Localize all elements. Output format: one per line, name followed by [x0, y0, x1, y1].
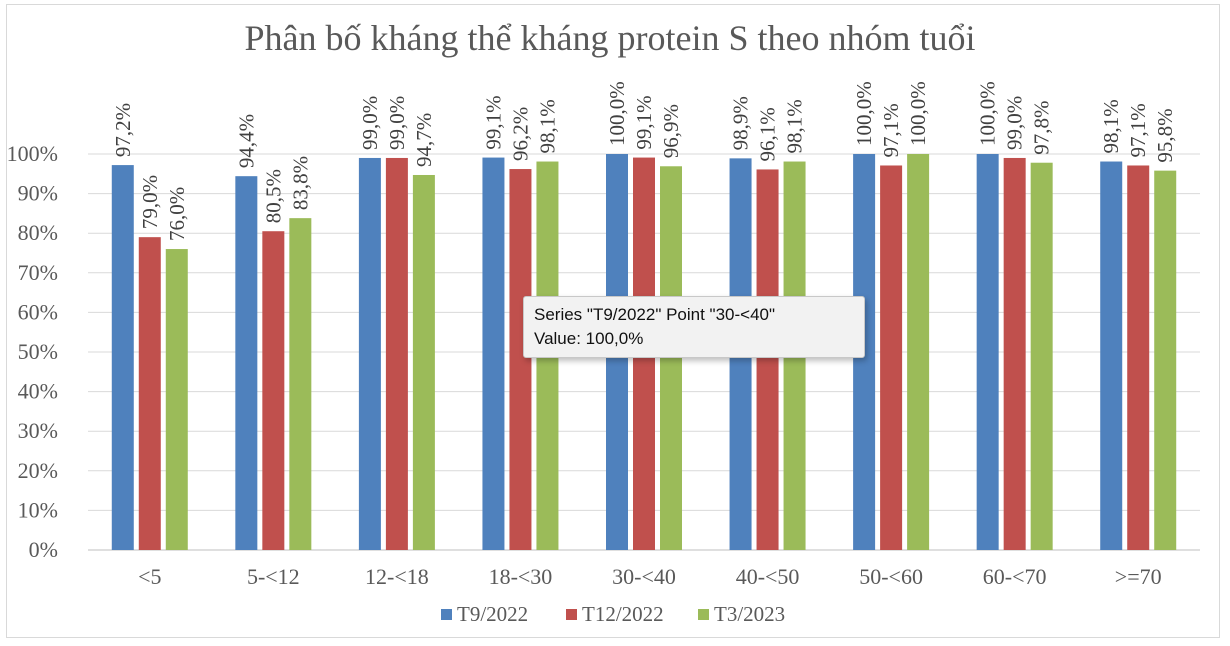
bar[interactable]	[907, 154, 930, 550]
y-tick-label: 100%	[7, 141, 58, 166]
data-label: 97,1%	[1126, 103, 1150, 157]
legend: T9/2022 T12/2022 T3/2023	[441, 602, 785, 626]
bar[interactable]	[138, 237, 161, 550]
bar[interactable]	[1030, 162, 1053, 550]
bars	[111, 154, 1177, 551]
data-label: 79,0%	[138, 175, 162, 229]
data-label: 100,0%	[906, 81, 930, 146]
bar[interactable]	[1154, 170, 1177, 550]
y-tick-label: 90%	[18, 181, 58, 206]
x-tick-label: 12-<18	[365, 564, 429, 589]
y-tick-label: 40%	[18, 379, 58, 404]
bar[interactable]	[509, 169, 532, 550]
bar[interactable]	[385, 157, 408, 550]
data-label: 96,2%	[508, 107, 532, 161]
bar[interactable]	[1003, 157, 1026, 550]
bar[interactable]	[358, 157, 381, 550]
y-axis-ticks: 0% 10% 20% 30% 40% 50% 60% 70% 80% 90% 100%	[7, 141, 58, 562]
data-label: 99,0%	[358, 96, 382, 150]
bar[interactable]	[976, 154, 999, 550]
y-tick-label: 50%	[18, 339, 58, 364]
legend-swatch	[566, 609, 577, 620]
data-label: 76,0%	[165, 187, 189, 241]
tooltip-value-line: Value: 100,0%	[534, 329, 644, 348]
data-label: 98,9%	[729, 96, 753, 150]
data-label: 94,7%	[412, 113, 436, 167]
data-label: 100,0%	[976, 81, 1000, 146]
data-label: 95,8%	[1153, 108, 1177, 162]
x-tick-label: >=70	[1115, 564, 1162, 589]
bar[interactable]	[412, 174, 435, 550]
data-label: 94,4%	[234, 114, 258, 168]
x-axis-ticks: <5 5-<12 12-<18 18-<30 30-<40 40-<50 50-<60 60-…	[138, 564, 1162, 589]
data-label: 97,1%	[879, 103, 903, 157]
x-tick-label: 5-<12	[247, 564, 300, 589]
legend-label: T12/2022	[582, 602, 664, 626]
data-label: 97,2%	[111, 103, 135, 157]
y-tick-label: 0%	[29, 537, 58, 562]
tooltip-series-line: Series "T9/2022" Point "30-<40"	[534, 305, 776, 324]
data-label: 100,0%	[852, 81, 876, 146]
y-tick-label: 30%	[18, 418, 58, 443]
x-tick-label: <5	[138, 564, 161, 589]
data-label: 96,9%	[659, 104, 683, 158]
data-label: 98,1%	[783, 99, 807, 153]
legend-swatch	[698, 609, 709, 620]
bar[interactable]	[111, 165, 134, 550]
data-label: 96,1%	[756, 107, 780, 161]
bar[interactable]	[289, 218, 312, 551]
y-tick-label: 10%	[18, 497, 58, 522]
data-label: 99,1%	[632, 95, 656, 149]
bar[interactable]	[235, 176, 258, 550]
y-tick-label: 60%	[18, 299, 58, 324]
x-tick-label: 40-<50	[736, 564, 800, 589]
x-tick-label: 60-<70	[983, 564, 1047, 589]
bar[interactable]	[482, 157, 505, 550]
data-label: 99,0%	[385, 96, 409, 150]
tooltip: Series "T9/2022" Point "30-<40" Value: 1…	[523, 296, 865, 358]
bar[interactable]	[880, 165, 903, 550]
data-labels: 97,2% 94,4% 99,0% 99,1% 100,0% 98,9% 100,0% 100…	[111, 81, 1177, 241]
y-tick-label: 80%	[18, 220, 58, 245]
legend-label: T9/2022	[457, 602, 528, 626]
data-label: 99,1%	[481, 95, 505, 149]
data-label: 98,1%	[535, 99, 559, 153]
bar[interactable]	[1127, 165, 1150, 550]
legend-swatch	[441, 609, 452, 620]
data-label: 97,8%	[1030, 100, 1054, 154]
y-tick-label: 70%	[18, 260, 58, 285]
x-tick-label: 18-<30	[489, 564, 553, 589]
bar[interactable]	[756, 169, 779, 550]
x-tick-label: 50-<60	[859, 564, 923, 589]
bar[interactable]	[262, 231, 285, 550]
data-label: 80,5%	[261, 169, 285, 223]
data-label: 99,0%	[1003, 96, 1027, 150]
bar[interactable]	[165, 249, 188, 551]
y-tick-label: 20%	[18, 458, 58, 483]
bar[interactable]	[660, 166, 682, 550]
data-label: 83,8%	[288, 156, 312, 210]
x-tick-label: 30-<40	[612, 564, 676, 589]
chart-title: Phân bố kháng thể kháng protein S theo n…	[245, 18, 976, 58]
data-label: 98,1%	[1099, 99, 1123, 153]
legend-label: T3/2023	[714, 602, 785, 626]
bar[interactable]	[1100, 161, 1123, 551]
data-label: 100,0%	[605, 81, 629, 146]
